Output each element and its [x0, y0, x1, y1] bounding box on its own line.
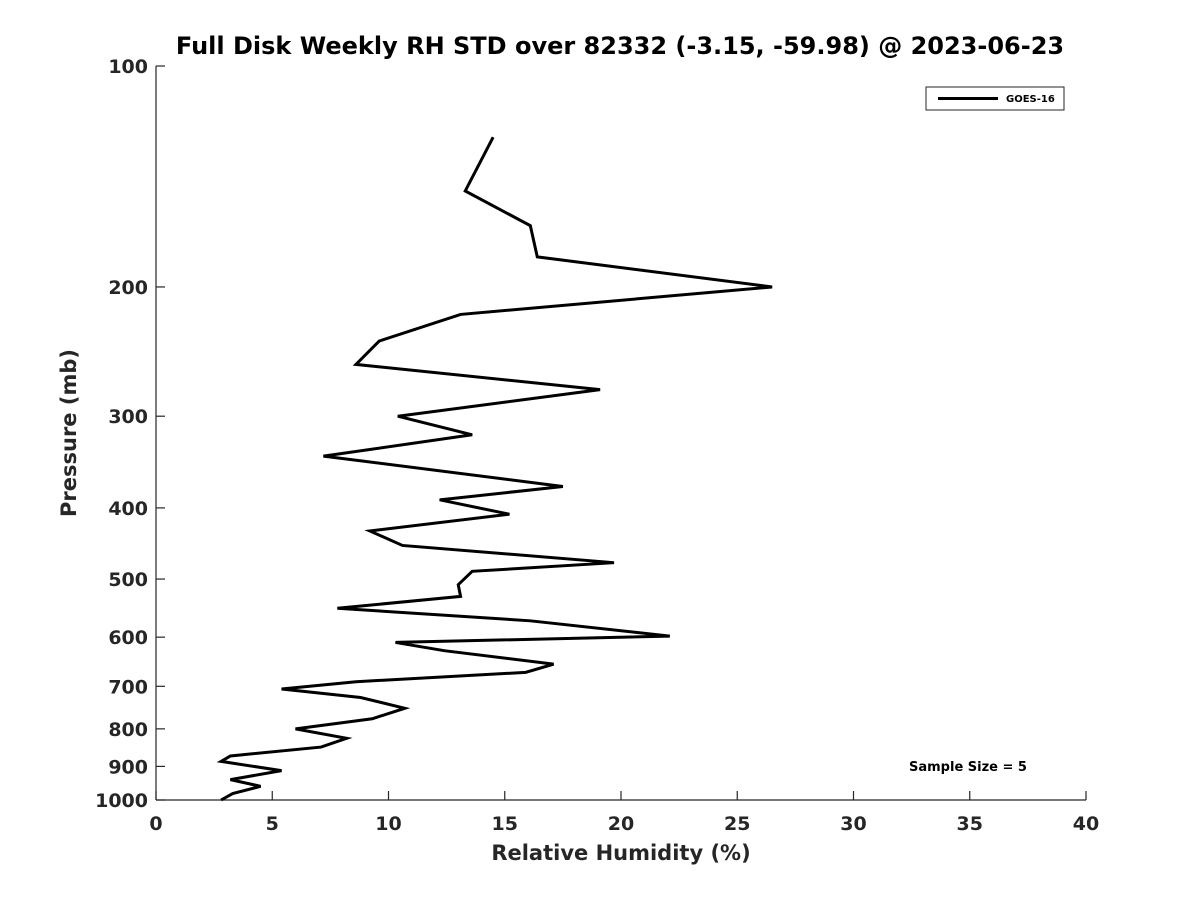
y-tick-label: 400 [108, 498, 148, 520]
y-tick-label: 300 [108, 406, 148, 428]
x-axis-label: Relative Humidity (%) [491, 841, 750, 865]
legend-label-goes-16: GOES-16 [1006, 94, 1055, 105]
y-axis-label: Pressure (mb) [57, 349, 81, 517]
x-tick-label: 40 [1073, 813, 1099, 835]
x-tick-label: 20 [608, 813, 634, 835]
x-ticks: 0 5 10 15 20 25 30 35 40 [149, 791, 1099, 835]
y-tick-label: 500 [108, 569, 148, 591]
y-tick-label: 600 [108, 627, 148, 649]
legend[interactable]: GOES-16 [925, 86, 1065, 111]
x-tick-label: 25 [724, 813, 750, 835]
series-line-goes-16 [216, 136, 773, 802]
x-tick-label: 30 [840, 813, 866, 835]
y-tick-label: 200 [108, 277, 148, 299]
x-tick-label: 10 [375, 813, 401, 835]
y-tick-label: 800 [108, 719, 148, 741]
series-layer [216, 136, 773, 802]
x-tick-label: 35 [957, 813, 983, 835]
x-tick-label: 0 [149, 813, 162, 835]
y-tick-label: 900 [108, 756, 148, 778]
y-tick-label: 700 [108, 676, 148, 698]
y-ticks: 100 200 300 400 500 600 700 800 900 1000 [95, 56, 165, 812]
sample-size-annotation: Sample Size = 5 [909, 760, 1027, 775]
y-tick-label: 1000 [95, 790, 148, 812]
x-tick-label: 5 [266, 813, 279, 835]
x-tick-label: 15 [492, 813, 518, 835]
y-tick-label: 100 [108, 56, 148, 78]
chart-title: Full Disk Weekly RH STD over 82332 (-3.1… [176, 32, 1064, 60]
